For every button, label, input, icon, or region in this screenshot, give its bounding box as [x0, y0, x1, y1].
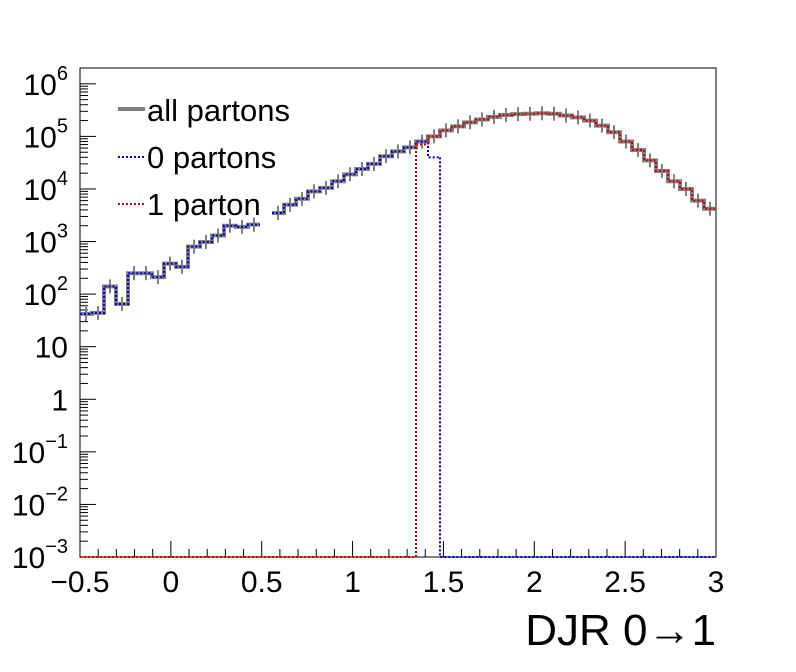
- series-2: [80, 112, 716, 558]
- x-tick-label: 1.5: [423, 566, 465, 599]
- y-tick-label: 102: [24, 273, 69, 312]
- y-tick-label: 105: [24, 115, 69, 154]
- series-line: [80, 140, 440, 315]
- series-baseline: [80, 144, 417, 558]
- y-tick-label: 10−2: [12, 483, 68, 522]
- x-tick-label: 0: [163, 566, 180, 599]
- y-tick-label: 103: [24, 221, 69, 260]
- svg-text:103: 103: [24, 221, 69, 260]
- y-axis-major-ticks: [80, 83, 96, 558]
- svg-text:106: 106: [24, 63, 69, 102]
- y-tick-label: 10: [35, 332, 68, 365]
- y-tick-label: 10−3: [12, 536, 68, 575]
- svg-text:10−3: 10−3: [12, 536, 68, 575]
- svg-text:104: 104: [24, 168, 69, 207]
- svg-text:10: 10: [35, 332, 68, 365]
- legend: all partons 0 partons 1 parton: [118, 93, 290, 222]
- series-baseline: [439, 157, 716, 558]
- svg-text:1: 1: [51, 384, 68, 417]
- svg-text:105: 105: [24, 115, 69, 154]
- series-line: [416, 112, 716, 210]
- x-axis-tick-labels: −0.5 0 0.5 1 1.5 2 2.5 3: [50, 566, 724, 599]
- y-tick-label: 1: [51, 384, 68, 417]
- x-axis-label: DJR 0→1: [525, 606, 716, 655]
- y-tick-label: 10−1: [12, 431, 68, 470]
- x-tick-label: 0.5: [241, 566, 283, 599]
- y-tick-label: 104: [24, 168, 69, 207]
- y-axis-minor-ticks: [80, 85, 88, 542]
- y-axis-tick-labels: 10−3 10−2 10−1 1 10 102 103 104 105 106: [12, 63, 68, 575]
- x-tick-label: −0.5: [50, 566, 109, 599]
- y-tick-label: 106: [24, 63, 69, 102]
- x-axis-ticks: [79, 541, 717, 557]
- legend-label-0-partons: 0 partons: [147, 140, 276, 175]
- x-tick-label: 2: [526, 566, 543, 599]
- svg-text:10−2: 10−2: [12, 483, 68, 522]
- svg-text:102: 102: [24, 273, 69, 312]
- svg-text:10−1: 10−1: [12, 431, 68, 470]
- series-1: [80, 140, 716, 558]
- x-tick-label: 1: [344, 566, 361, 599]
- x-tick-label: 3: [708, 566, 725, 599]
- legend-label-1-parton: 1 parton: [147, 187, 261, 222]
- legend-label-all-partons: all partons: [147, 93, 290, 128]
- series-layer: [80, 106, 716, 558]
- x-tick-label: 2.5: [604, 566, 646, 599]
